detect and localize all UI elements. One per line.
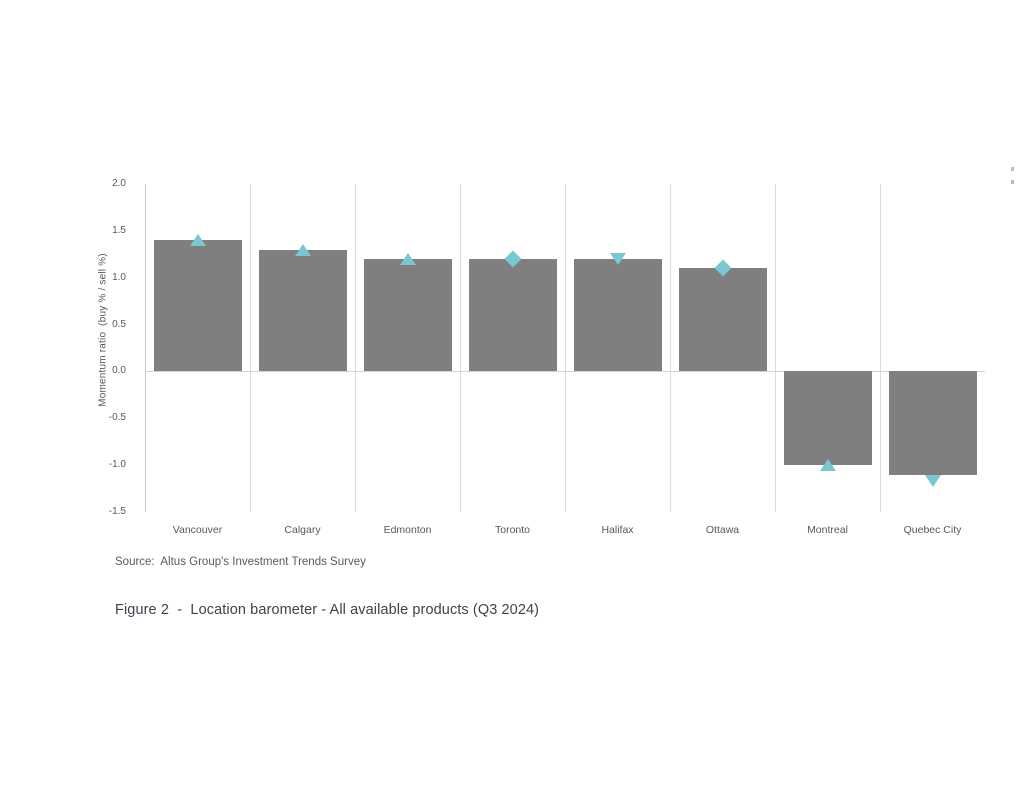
bar-vancouver [153,240,242,372]
y-tick-label: 0.5 [112,318,126,330]
category-gridline [460,184,461,512]
bar-montreal [783,371,872,466]
category-gridline [355,184,356,512]
category-gridline [565,184,566,512]
x-axis-label-toronto: Toronto [494,524,531,536]
y-tick-label: 1.5 [112,224,126,236]
category-gridline [880,184,881,512]
x-axis-label-edmonton: Edmonton [383,524,432,536]
y-tick-label: -1.0 [108,459,126,471]
bar-calgary [258,249,347,372]
triangle-up-marker-icon [294,243,311,256]
y-tick-label: 2.0 [112,178,126,189]
category-gridline [775,184,776,512]
bar-halifax [573,258,662,372]
y-tick-label: 0.0 [112,365,126,377]
y-tick-label: -0.5 [108,412,126,424]
category-gridline [670,184,671,512]
triangle-up-marker-icon [819,459,836,472]
plot-area [145,184,985,512]
x-axis-label-ottawa: Ottawa [705,524,740,536]
y-axis-line [145,184,146,512]
bar-quebec-city [888,371,977,475]
y-tick-label: -1.5 [108,506,126,517]
bar-toronto [468,258,557,372]
edge-artifact-dot [1011,180,1014,184]
x-axis-label-montreal: Montreal [807,524,848,536]
x-axis-label-vancouver: Vancouver [172,524,223,536]
edge-artifact-dot [1011,167,1014,171]
source-note: Source: Altus Group's Investment Trends … [115,556,366,568]
category-gridline [250,184,251,512]
zero-baseline [145,371,985,373]
triangle-down-marker-icon [924,474,941,487]
bar-ottawa [678,268,767,372]
triangle-down-marker-icon [609,252,626,265]
triangle-up-marker-icon [189,234,206,247]
figure-caption: Figure 2 - Location barometer - All avai… [115,602,540,618]
bar-edmonton [363,258,452,372]
x-axis-label-calgary: Calgary [284,524,321,536]
x-axis-label-quebec-city: Quebec City [903,524,962,536]
x-axis-label-halifax: Halifax [601,524,634,536]
triangle-up-marker-icon [399,252,416,265]
y-tick-label: 1.0 [112,271,126,283]
